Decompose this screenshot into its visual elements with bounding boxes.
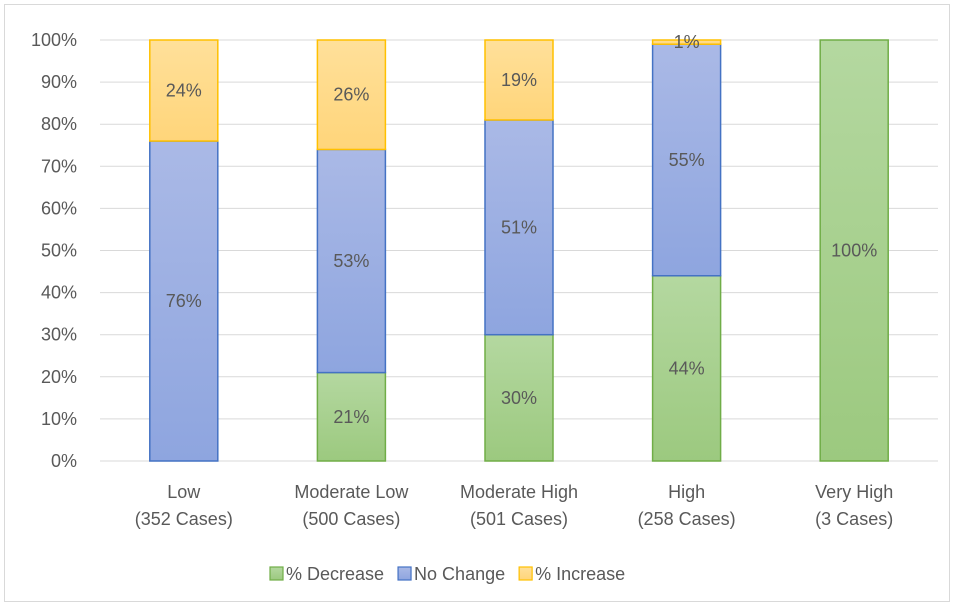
x-axis-categories: Low (352 Cases) Moderate Low (500 Cases) Mod… (135, 482, 893, 529)
x-category-label: (258 Cases) (638, 509, 736, 529)
data-label: 1% (674, 32, 700, 52)
legend-swatch (518, 566, 533, 581)
data-label: 21% (333, 407, 369, 427)
y-tick-label: 0% (51, 451, 77, 471)
bar-segment (819, 39, 889, 462)
legend-swatch (397, 566, 412, 581)
bar-segment (149, 39, 219, 142)
data-label: 100% (831, 241, 877, 261)
y-tick-label: 10% (41, 409, 77, 429)
x-category-label: Moderate High (460, 482, 578, 502)
bar-segment (651, 275, 722, 462)
bar-segment (651, 43, 722, 277)
legend-swatch (269, 566, 284, 581)
bar-segment (484, 119, 554, 336)
legend-label: % Decrease (286, 564, 384, 584)
y-tick-label: 80% (41, 114, 77, 134)
data-label: 19% (501, 70, 537, 90)
y-tick-label: 30% (41, 325, 77, 345)
data-label: 26% (333, 85, 369, 105)
data-label: 51% (501, 217, 537, 237)
data-label: 24% (166, 81, 202, 101)
y-tick-label: 60% (41, 198, 77, 218)
x-category-label: High (668, 482, 705, 502)
bars (149, 39, 889, 462)
bar-segment (484, 333, 554, 462)
y-tick-label: 50% (41, 241, 77, 261)
bar-segment (316, 39, 387, 151)
y-tick-label: 40% (41, 283, 77, 303)
bar-segment (484, 39, 554, 121)
data-label: 76% (166, 291, 202, 311)
x-category-label: (500 Cases) (302, 509, 400, 529)
x-category-label: (501 Cases) (470, 509, 568, 529)
x-category-label: Low (167, 482, 201, 502)
x-category-label: (3 Cases) (815, 509, 893, 529)
bar-segment (316, 148, 387, 374)
data-labels: 76% 24% 21% 53% 26% 30% 51% 19% 44% 55% 1% 100% (166, 32, 877, 427)
data-label: 44% (669, 358, 705, 378)
y-tick-label: 70% (41, 156, 77, 176)
data-label: 55% (669, 150, 705, 170)
y-tick-label: 20% (41, 367, 77, 387)
y-axis-ticks: 0% 10% 20% 30% 40% 50% 60% 70% 80% 90% 100% (31, 30, 77, 471)
legend: % Decrease No Change % Increase (269, 564, 625, 584)
legend-label: No Change (414, 564, 505, 584)
x-category-label: Very High (815, 482, 893, 502)
bar-segment (651, 39, 722, 45)
data-label: 53% (333, 251, 369, 271)
x-category-label: (352 Cases) (135, 509, 233, 529)
y-tick-label: 100% (31, 30, 77, 50)
y-tick-label: 90% (41, 72, 77, 92)
data-label: 30% (501, 388, 537, 408)
legend-label: % Increase (535, 564, 625, 584)
x-category-label: Moderate Low (294, 482, 409, 502)
